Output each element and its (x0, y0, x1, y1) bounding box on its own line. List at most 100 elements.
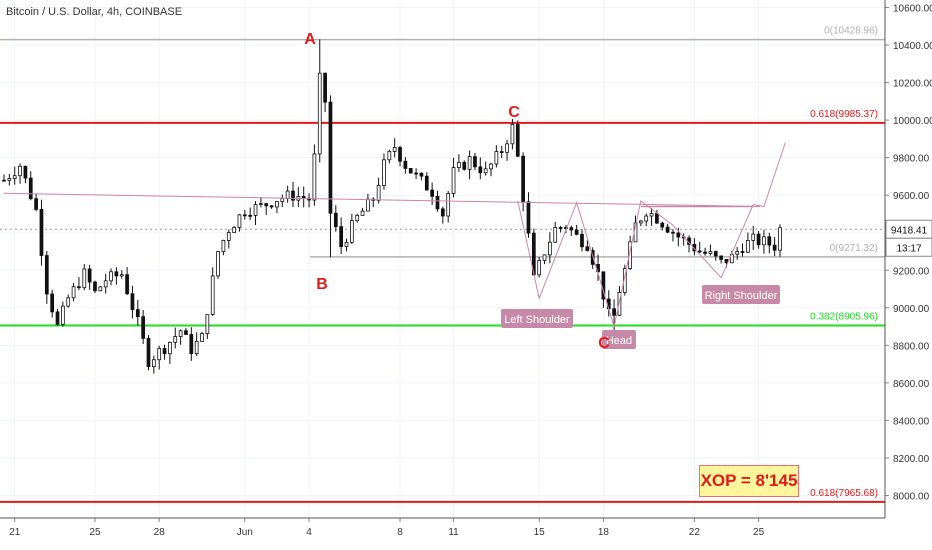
candle-body (2, 179, 6, 182)
fib-levels: 0(10428.96) 0.618(9985.37) 0(9271.32) 0.382… (0, 26, 885, 503)
y-tick-label: 9200.00 (893, 266, 930, 277)
y-tick-label: 9600.00 (893, 191, 930, 202)
candle-body (12, 175, 17, 179)
candle-body (18, 165, 22, 177)
candle-body (50, 293, 55, 313)
candle-body (269, 205, 274, 208)
candle-body (344, 241, 349, 247)
candle-body (23, 165, 28, 179)
fib-level-label: 0.382(8905.96) (810, 311, 878, 322)
candle-body (376, 185, 381, 201)
candle-body (746, 240, 750, 253)
pattern-label: Right Shoulder (705, 290, 778, 302)
x-tick-label: 25 (89, 527, 101, 538)
candle-body (414, 172, 418, 175)
candle-body (135, 309, 140, 318)
candle-body (772, 244, 777, 251)
candle-body (580, 233, 584, 248)
x-tick-label: 28 (154, 527, 166, 538)
candle-body (392, 147, 397, 152)
candle-body (585, 246, 590, 251)
candle-body (178, 330, 183, 337)
y-tick-label: 8400.00 (893, 416, 930, 427)
candle-body (569, 227, 574, 231)
x-tick-label: Jun (237, 527, 253, 538)
candle-body (253, 204, 258, 216)
candle-body (168, 341, 172, 355)
candle-body (435, 195, 440, 210)
candle-body (119, 274, 124, 277)
wave-marker: B (316, 276, 328, 293)
candle-body (564, 227, 568, 229)
wave-marker: C (508, 104, 520, 121)
y-tick-label: 9800.00 (893, 154, 930, 165)
x-tick-label: 8 (397, 527, 403, 538)
candle-body (189, 334, 194, 355)
candle-body (280, 198, 285, 202)
fib-level-label: 0.618(9985.37) (810, 109, 878, 120)
candle-body (671, 231, 675, 234)
candle-body (34, 198, 38, 210)
x-tick-label: 18 (598, 527, 610, 538)
candle-body (61, 305, 65, 325)
candle-body (398, 147, 402, 162)
candle-body (638, 220, 643, 224)
candle-body (173, 336, 178, 343)
candle-body (622, 268, 627, 293)
candle-body (210, 275, 215, 315)
candle-body (237, 214, 242, 228)
candle-body (778, 227, 782, 251)
candle-body (735, 251, 740, 255)
price-axis: 10600.00 10400.00 10200.00 10000.00 9800.00 9… (884, 0, 932, 518)
candle-body (184, 330, 188, 335)
candle-body (473, 156, 477, 168)
candle-body (446, 193, 451, 217)
candle-body (751, 233, 756, 241)
candle-body (767, 236, 772, 246)
candle-body (387, 151, 392, 161)
y-tick-label: 8800.00 (893, 341, 930, 352)
candle-body (462, 162, 467, 170)
candle-body (574, 229, 579, 235)
candle-body (242, 214, 247, 217)
candle-body (558, 227, 563, 229)
candle-body (259, 203, 263, 205)
candle-body (382, 159, 386, 186)
neckline (3, 192, 761, 207)
candle-body (146, 337, 151, 368)
candle-body (114, 271, 119, 277)
candle-body (328, 101, 333, 214)
candle-body (478, 166, 483, 174)
candle-body (548, 241, 552, 256)
candle-body (440, 208, 445, 217)
candlesticks (2, 39, 782, 374)
wave-marker: A (304, 31, 316, 48)
candle-body (28, 177, 33, 200)
candle-body (226, 232, 231, 241)
candle-body (676, 232, 681, 238)
y-tick-label: 8000.00 (893, 491, 930, 502)
candle-body (323, 72, 327, 103)
candle-body (221, 239, 226, 252)
y-tick-label: 10000.00 (893, 116, 932, 127)
pattern-label-box (602, 330, 636, 349)
candle-body (82, 268, 87, 289)
candle-body (655, 213, 659, 224)
candle-body (703, 251, 707, 254)
candle-body (451, 167, 456, 194)
xop-callout: XOP = 8'145 (699, 465, 799, 497)
candle-body (39, 209, 44, 256)
candle-body (98, 286, 103, 292)
candle-body (403, 160, 408, 169)
fib-level-label: 0.618(7965.68) (810, 488, 878, 499)
candle-body (360, 210, 365, 216)
candle-body (200, 333, 204, 342)
candle-body (66, 297, 71, 307)
candle-body (644, 215, 649, 222)
x-tick-label: 21 (9, 527, 21, 538)
x-tick-label: 22 (689, 527, 701, 538)
candle-body (248, 214, 253, 217)
candle-body (77, 286, 81, 289)
wave-marker: C (598, 335, 610, 352)
candle-body (275, 201, 279, 208)
